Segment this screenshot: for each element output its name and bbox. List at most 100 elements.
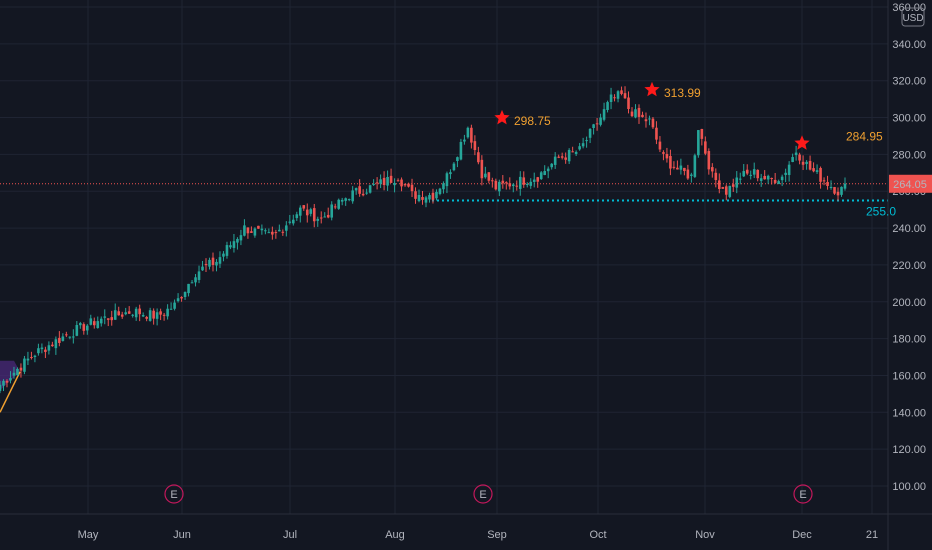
candle-body: [588, 128, 592, 138]
candle-body: [33, 355, 37, 357]
candle-body: [410, 184, 414, 192]
candle-body: [222, 253, 225, 257]
y-tick-label: 340.00: [892, 39, 926, 51]
candle-body: [581, 143, 585, 147]
candle-body: [19, 367, 23, 371]
candle-body: [354, 188, 358, 191]
x-tick-label: Jul: [283, 529, 297, 541]
y-tick-label: 120.00: [892, 444, 926, 456]
candle-body: [571, 151, 574, 153]
candle-body: [187, 283, 190, 294]
candle-body: [431, 192, 435, 200]
candle-body: [449, 172, 452, 175]
candle-body: [407, 183, 410, 187]
candle-body: [260, 228, 264, 231]
candle-body: [9, 378, 12, 381]
candle-body: [428, 195, 431, 200]
candle-body: [522, 177, 526, 185]
candle-body: [641, 114, 644, 118]
candle-body: [92, 321, 96, 326]
candle-body: [634, 109, 637, 118]
candle-body: [47, 345, 51, 351]
candle-body: [836, 191, 840, 196]
candle-body: [138, 308, 141, 315]
candle-body: [763, 175, 766, 180]
candle-body: [477, 152, 480, 163]
candle-body: [683, 167, 686, 172]
earnings-circle-icon: [793, 484, 813, 504]
candle-body: [201, 266, 204, 271]
candle-body: [82, 324, 86, 331]
candle-body: [0, 384, 2, 392]
candle-body: [134, 308, 138, 318]
peak-star-icon: [494, 109, 510, 125]
candle-body: [704, 141, 707, 154]
candle-body: [808, 160, 812, 170]
candle-body: [484, 173, 487, 178]
candle-body: [473, 141, 477, 151]
candle-body: [592, 124, 595, 128]
candle-body: [665, 153, 669, 159]
y-tick-label: 100.00: [892, 481, 926, 493]
earnings-label: E: [479, 489, 486, 501]
candle-body: [585, 140, 588, 142]
candle-body: [578, 146, 581, 150]
candle-body: [326, 214, 330, 218]
candle-body: [176, 298, 180, 302]
earnings-marker[interactable]: E: [473, 484, 493, 504]
candle-body: [267, 232, 271, 234]
candle-body: [236, 238, 239, 243]
candle-body: [40, 347, 44, 350]
candle-body: [515, 185, 519, 187]
candles: [0, 86, 847, 394]
candle-body: [372, 183, 375, 185]
candle-body: [735, 177, 739, 188]
candle-body: [96, 321, 100, 328]
candle-body: [697, 130, 700, 156]
candle-body: [843, 183, 847, 189]
candle-body: [791, 157, 794, 163]
candle-body: [61, 336, 65, 341]
candle-body: [2, 380, 5, 386]
candle-body: [777, 181, 780, 185]
candle-body: [498, 181, 501, 192]
candle-body: [253, 228, 257, 236]
candle-body: [361, 193, 365, 196]
candle-body: [58, 337, 61, 343]
time-axis: May Jun Jul Aug Sep Oct Nov Dec 21: [78, 529, 879, 541]
candle-body: [358, 186, 361, 194]
x-tick-label: Aug: [385, 529, 405, 541]
candle-body: [742, 171, 746, 177]
candle-body: [756, 169, 760, 179]
candle-body: [557, 156, 560, 158]
earnings-marker[interactable]: E: [164, 484, 184, 504]
candle-body: [340, 199, 344, 202]
candle-body: [389, 175, 393, 183]
candle-body: [438, 188, 442, 194]
candle-body: [550, 163, 553, 168]
x-tick-label: May: [78, 529, 99, 541]
candle-body: [620, 90, 623, 94]
candle-body: [113, 310, 117, 320]
candle-body: [752, 169, 756, 175]
candle-body: [281, 231, 285, 233]
candle-body: [79, 323, 82, 326]
support-price-label: 255.0: [866, 204, 896, 218]
y-tick-label: 180.00: [892, 334, 926, 346]
candle-body: [246, 227, 250, 234]
candle-body: [679, 165, 683, 170]
candle-body: [773, 179, 777, 183]
earnings-marker[interactable]: E: [793, 484, 813, 504]
currency-label: USD: [902, 13, 923, 24]
candle-body: [365, 192, 368, 194]
candle-body: [211, 257, 215, 266]
candle-body: [120, 314, 124, 317]
candle-body: [309, 209, 313, 214]
price-annotations: 298.75 313.99 284.95: [494, 81, 883, 150]
currency-badge[interactable]: USD: [901, 7, 925, 27]
candle-body: [386, 176, 389, 186]
candle-body: [424, 197, 428, 203]
y-tick-label: 200.00: [892, 297, 926, 309]
candle-body: [72, 336, 75, 338]
